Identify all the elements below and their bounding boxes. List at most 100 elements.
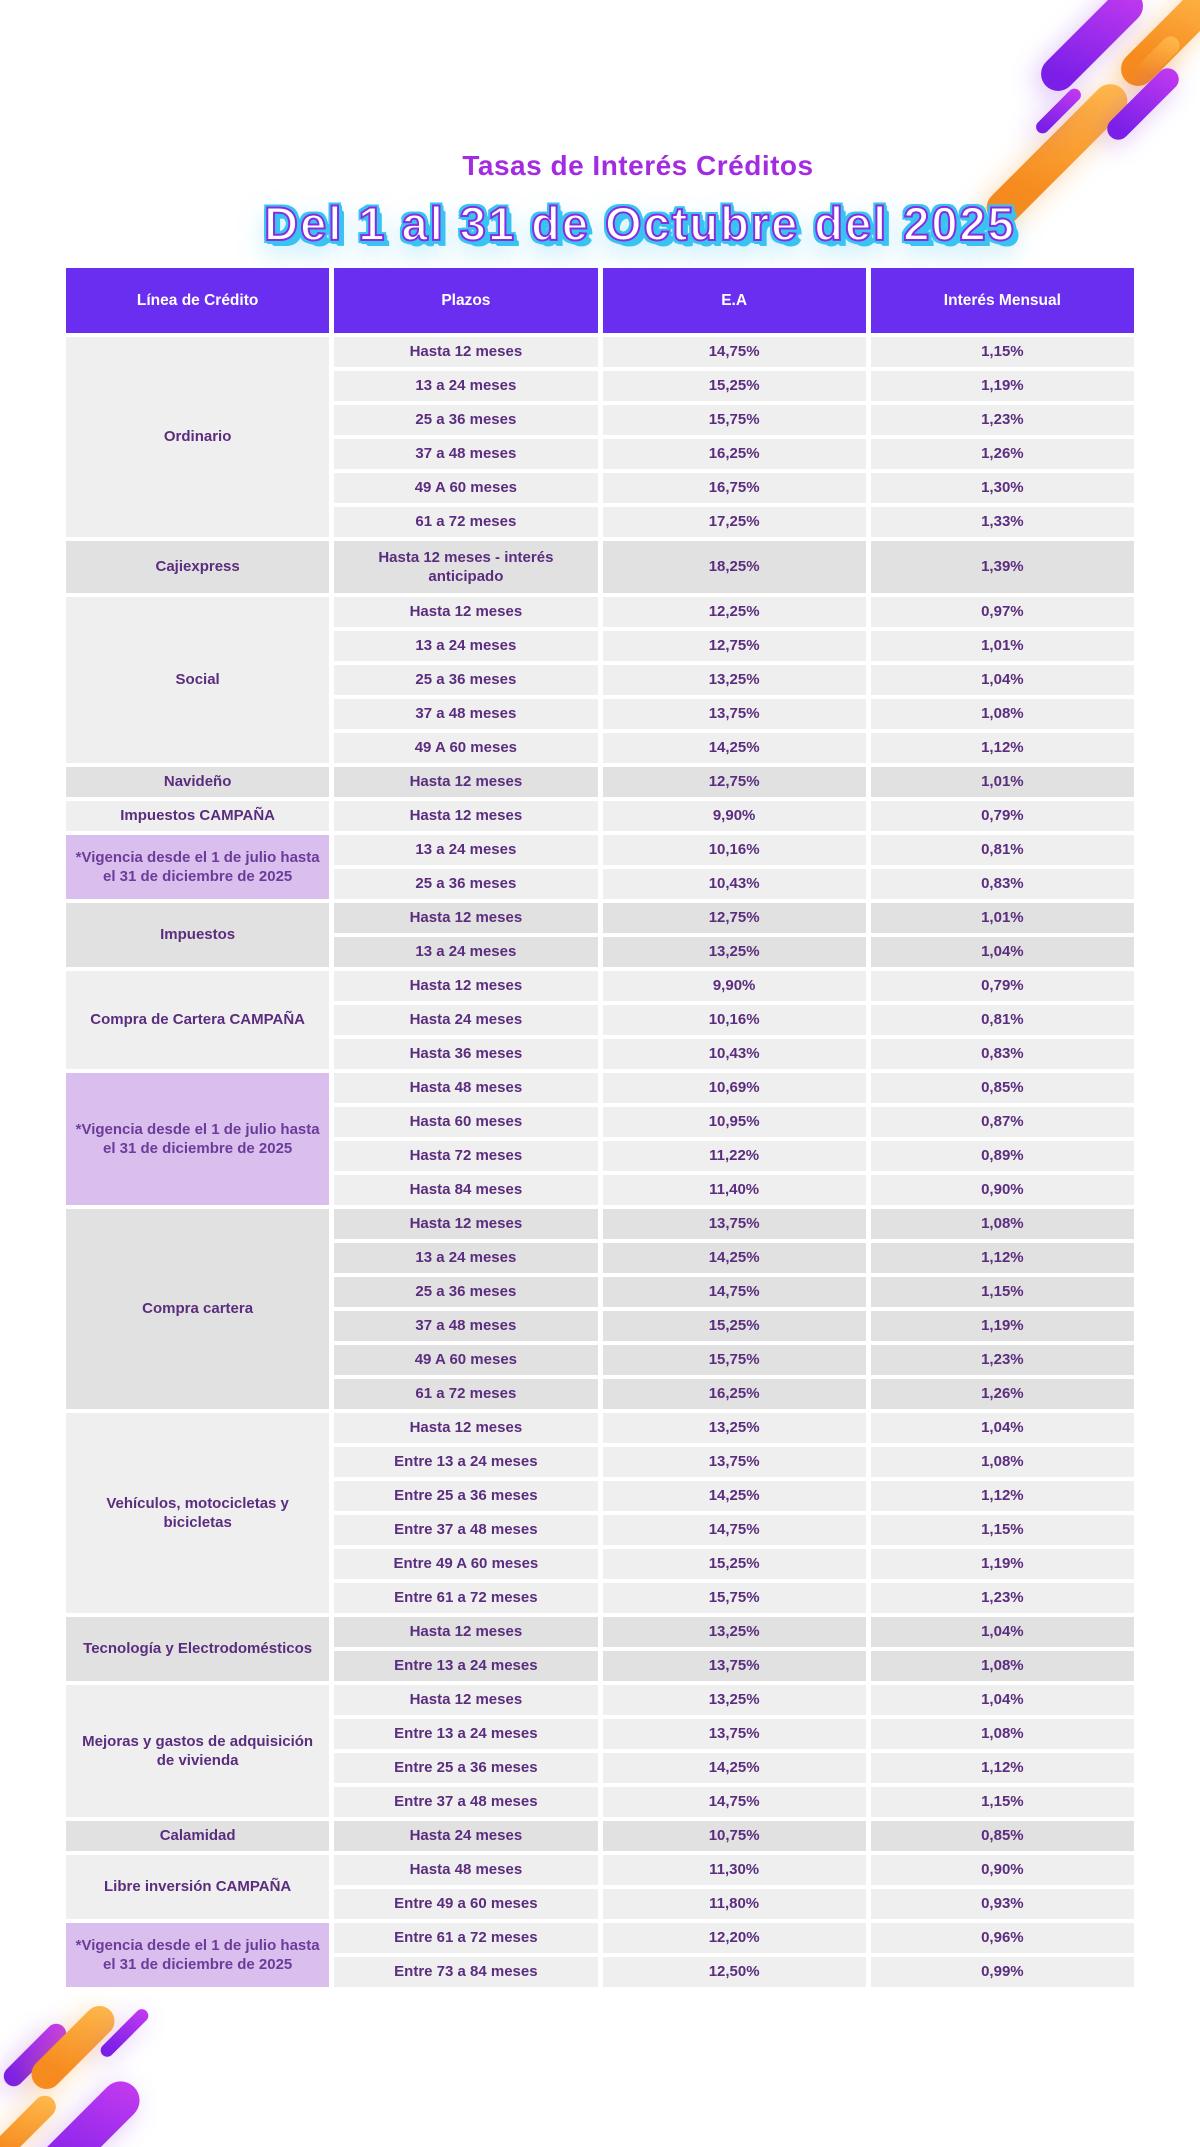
plazo-cell: Hasta 84 meses	[334, 1175, 598, 1205]
header-linea-de-credito: Línea de Crédito	[66, 268, 330, 333]
ea-cell: 10,95%	[602, 1107, 866, 1137]
interes-mensual-cell: 1,39%	[870, 541, 1134, 593]
ea-cell: 16,75%	[602, 473, 866, 503]
rate-group: Mejoras y gastos de adquisición de vivie…	[66, 1685, 1134, 1817]
plazo-cell: 13 a 24 meses	[334, 371, 598, 401]
header-ea: E.A	[602, 268, 866, 333]
plazo-cell: Entre 25 a 36 meses	[334, 1481, 598, 1511]
ea-cell: 13,25%	[602, 1685, 866, 1715]
ea-cell: 9,90%	[602, 971, 866, 1001]
interes-mensual-cell: 1,30%	[870, 473, 1134, 503]
ea-cell: 11,40%	[602, 1175, 866, 1205]
ea-cell: 11,80%	[602, 1889, 866, 1919]
plazo-cell: 49 A 60 meses	[334, 473, 598, 503]
plazo-cell: Entre 61 a 72 meses	[334, 1583, 598, 1613]
ea-cell: 18,25%	[602, 541, 866, 593]
plazo-cell: Entre 61 a 72 meses	[334, 1923, 598, 1953]
credit-line-label: Navideño	[66, 767, 330, 797]
plazo-cell: Hasta 48 meses	[334, 1855, 598, 1885]
credit-line-label: Impuestos	[66, 903, 330, 967]
plazo-cell: 13 a 24 meses	[334, 937, 598, 967]
rate-group: Social Hasta 12 meses 12,25% 0,97% 13 a 24 m…	[66, 597, 1134, 763]
rates-table: Línea de Crédito Plazos E.A Interés Mens…	[66, 268, 1134, 1991]
ea-cell: 15,75%	[602, 1345, 866, 1375]
plazo-cell: Entre 13 a 24 meses	[334, 1447, 598, 1477]
plazo-cell: 61 a 72 meses	[334, 507, 598, 537]
plazo-cell: Hasta 24 meses	[334, 1005, 598, 1035]
plazo-cell: Hasta 12 meses	[334, 767, 598, 797]
interes-mensual-cell: 1,08%	[870, 1447, 1134, 1477]
interes-mensual-cell: 0,89%	[870, 1141, 1134, 1171]
interes-mensual-cell: 1,15%	[870, 1277, 1134, 1307]
decor-capsule	[0, 2091, 61, 2147]
plazo-cell: 25 a 36 meses	[334, 665, 598, 695]
ea-cell: 13,25%	[602, 1413, 866, 1443]
ea-cell: 13,75%	[602, 699, 866, 729]
credit-line-label: Mejoras y gastos de adquisición de vivie…	[66, 1685, 330, 1817]
ea-cell: 14,75%	[602, 1787, 866, 1817]
interes-mensual-cell: 0,99%	[870, 1957, 1134, 1987]
interes-mensual-cell: 1,08%	[870, 699, 1134, 729]
plazo-cell: 25 a 36 meses	[334, 405, 598, 435]
rate-group: Impuestos Hasta 12 meses 12,75% 1,01% 13 a 2…	[66, 903, 1134, 967]
plazo-cell: Hasta 12 meses	[334, 801, 598, 831]
plazo-cell: 25 a 36 meses	[334, 869, 598, 899]
credit-line-label: Compra cartera	[66, 1209, 330, 1409]
ea-cell: 15,75%	[602, 1583, 866, 1613]
rate-group: Calamidad Hasta 24 meses 10,75% 0,85%	[66, 1821, 1134, 1851]
rate-table-body: Ordinario Hasta 12 meses 14,75% 1,15% 13 a 2…	[66, 337, 1134, 1987]
interes-mensual-cell: 1,12%	[870, 1753, 1134, 1783]
plazo-cell: 13 a 24 meses	[334, 631, 598, 661]
plazo-cell: Hasta 12 meses	[334, 1617, 598, 1647]
interes-mensual-cell: 1,08%	[870, 1651, 1134, 1681]
credit-line-label: Vehículos, motocicletas y bicicletas	[66, 1413, 330, 1613]
ea-cell: 14,25%	[602, 1481, 866, 1511]
ea-cell: 13,25%	[602, 665, 866, 695]
credit-line-label: Libre inversión CAMPAÑA	[66, 1855, 330, 1919]
interes-mensual-cell: 1,04%	[870, 1413, 1134, 1443]
interes-mensual-cell: 0,90%	[870, 1855, 1134, 1885]
plazo-cell: 49 A 60 meses	[334, 1345, 598, 1375]
vigencia-note: *Vigencia desde el 1 de julio hasta el 3…	[66, 1073, 330, 1205]
plazo-cell: 37 a 48 meses	[334, 1311, 598, 1341]
credit-line-label: Impuestos CAMPAÑA	[66, 801, 330, 831]
credit-line-label: Social	[66, 597, 330, 763]
ea-cell: 10,16%	[602, 1005, 866, 1035]
plazo-cell: Hasta 12 meses	[334, 971, 598, 1001]
plazo-cell: Entre 49 A 60 meses	[334, 1549, 598, 1579]
plazo-cell: Entre 25 a 36 meses	[334, 1753, 598, 1783]
ea-cell: 13,75%	[602, 1209, 866, 1239]
interes-mensual-cell: 1,15%	[870, 337, 1134, 367]
interes-mensual-cell: 1,19%	[870, 1311, 1134, 1341]
ea-cell: 10,69%	[602, 1073, 866, 1103]
ea-cell: 13,25%	[602, 937, 866, 967]
interes-mensual-cell: 0,85%	[870, 1073, 1134, 1103]
plazo-cell: Hasta 24 meses	[334, 1821, 598, 1851]
page-subtitle: Del 1 al 31 de Octubre del 2025	[263, 196, 1016, 251]
interes-mensual-cell: 1,23%	[870, 1583, 1134, 1613]
plazo-cell: Hasta 12 meses	[334, 1413, 598, 1443]
ea-cell: 14,75%	[602, 337, 866, 367]
ea-cell: 15,25%	[602, 1549, 866, 1579]
plazo-cell: 37 a 48 meses	[334, 699, 598, 729]
plazo-cell: Entre 13 a 24 meses	[334, 1719, 598, 1749]
interes-mensual-cell: 1,12%	[870, 1243, 1134, 1273]
ea-cell: 11,22%	[602, 1141, 866, 1171]
plazo-cell: Hasta 60 meses	[334, 1107, 598, 1137]
interes-mensual-cell: 1,33%	[870, 507, 1134, 537]
credit-line-label: Compra de Cartera CAMPAÑA	[66, 971, 330, 1069]
ea-cell: 10,43%	[602, 1039, 866, 1069]
plazo-cell: Entre 37 a 48 meses	[334, 1515, 598, 1545]
ea-cell: 9,90%	[602, 801, 866, 831]
interes-mensual-cell: 0,90%	[870, 1175, 1134, 1205]
ea-cell: 10,16%	[602, 835, 866, 865]
interes-mensual-cell: 1,19%	[870, 371, 1134, 401]
plazo-cell: Entre 37 a 48 meses	[334, 1787, 598, 1817]
ea-cell: 15,75%	[602, 405, 866, 435]
rate-group: Libre inversión CAMPAÑA *Vigencia desde e…	[66, 1855, 1134, 1987]
rate-group: Tecnología y Electrodomésticos Hasta 12 m…	[66, 1617, 1134, 1681]
plazo-cell: Entre 13 a 24 meses	[334, 1651, 598, 1681]
interes-mensual-cell: 1,01%	[870, 903, 1134, 933]
interes-mensual-cell: 1,23%	[870, 405, 1134, 435]
plazo-cell: Hasta 12 meses	[334, 1209, 598, 1239]
